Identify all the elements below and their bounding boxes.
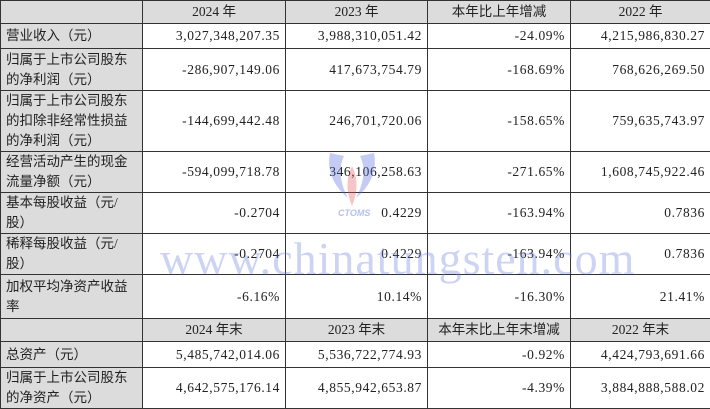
column-header: 2022 年末 xyxy=(571,319,710,342)
table-cell: -144,699,442.48 xyxy=(143,91,286,152)
table-cell: 5,485,742,014.06 xyxy=(143,342,286,368)
table-cell: -163.94% xyxy=(428,234,571,275)
table-cell: 768,626,269.50 xyxy=(571,49,710,91)
table-row: 归属于上市公司股东的扣除非经常性损益的净利润（元）-144,699,442.48… xyxy=(1,91,710,152)
table-cell: 4,855,942,653.87 xyxy=(286,368,428,409)
row-label: 归属于上市公司股东的净利润（元） xyxy=(1,49,143,91)
table-cell: 10.14% xyxy=(286,275,428,319)
table-cell: 0.7836 xyxy=(571,193,710,234)
table-cell: 417,673,754.79 xyxy=(286,49,428,91)
row-label: 经营活动产生的现金流量净额（元） xyxy=(1,152,143,193)
table-cell: -0.92% xyxy=(428,342,571,368)
column-header: 2023 年末 xyxy=(286,319,428,342)
column-header: 本年末比上年末增减 xyxy=(428,319,571,342)
table-cell: -6.16% xyxy=(143,275,286,319)
table-cell: 5,536,722,774.93 xyxy=(286,342,428,368)
table-cell: -168.69% xyxy=(428,49,571,91)
table-cell: -4.39% xyxy=(428,368,571,409)
row-label: 营业收入（元） xyxy=(1,24,143,49)
row-label: 稀释每股收益（元/股） xyxy=(1,234,143,275)
row-label: 总资产（元） xyxy=(1,342,143,368)
column-header: 2023 年 xyxy=(286,1,428,24)
table-cell: -286,907,149.06 xyxy=(143,49,286,91)
table-cell: 4,642,575,176.14 xyxy=(143,368,286,409)
table-cell: 759,635,743.97 xyxy=(571,91,710,152)
table-cell: 246,701,720.06 xyxy=(286,91,428,152)
table-row: 加权平均净资产收益率-6.16%10.14%-16.30%21.41% xyxy=(1,275,710,319)
table-cell: -594,099,718.78 xyxy=(143,152,286,193)
table-cell: -0.2704 xyxy=(143,234,286,275)
column-header xyxy=(1,1,143,24)
row-label: 归属于上市公司股东的扣除非经常性损益的净利润（元） xyxy=(1,91,143,152)
table-cell: 3,884,888,588.02 xyxy=(571,368,710,409)
table-cell: -0.2704 xyxy=(143,193,286,234)
table-cell: 3,988,310,051.42 xyxy=(286,24,428,49)
table-cell: -271.65% xyxy=(428,152,571,193)
table-cell: 21.41% xyxy=(571,275,710,319)
column-header: 2024 年末 xyxy=(143,319,286,342)
table-cell: 0.4229 xyxy=(286,193,428,234)
table-cell: -24.09% xyxy=(428,24,571,49)
table-cell: -158.65% xyxy=(428,91,571,152)
table-cell: 4,215,986,830.27 xyxy=(571,24,710,49)
column-header: 2024 年 xyxy=(143,1,286,24)
table-cell: 4,424,793,691.66 xyxy=(571,342,710,368)
table-cell: 0.4229 xyxy=(286,234,428,275)
column-header: 本年比上年增减 xyxy=(428,1,571,24)
table-cell: -16.30% xyxy=(428,275,571,319)
table-cell: 346,106,258.63 xyxy=(286,152,428,193)
row-label: 加权平均净资产收益率 xyxy=(1,275,143,319)
column-header: 2022 年 xyxy=(571,1,710,24)
table-cell: 3,027,348,207.35 xyxy=(143,24,286,49)
row-label: 归属于上市公司股东的净资产（元） xyxy=(1,368,143,409)
table-cell: 1,608,745,922.46 xyxy=(571,152,710,193)
column-header xyxy=(1,319,143,342)
table-cell: -163.94% xyxy=(428,193,571,234)
row-label: 基本每股收益（元/股） xyxy=(1,193,143,234)
table-cell: 0.7836 xyxy=(571,234,710,275)
